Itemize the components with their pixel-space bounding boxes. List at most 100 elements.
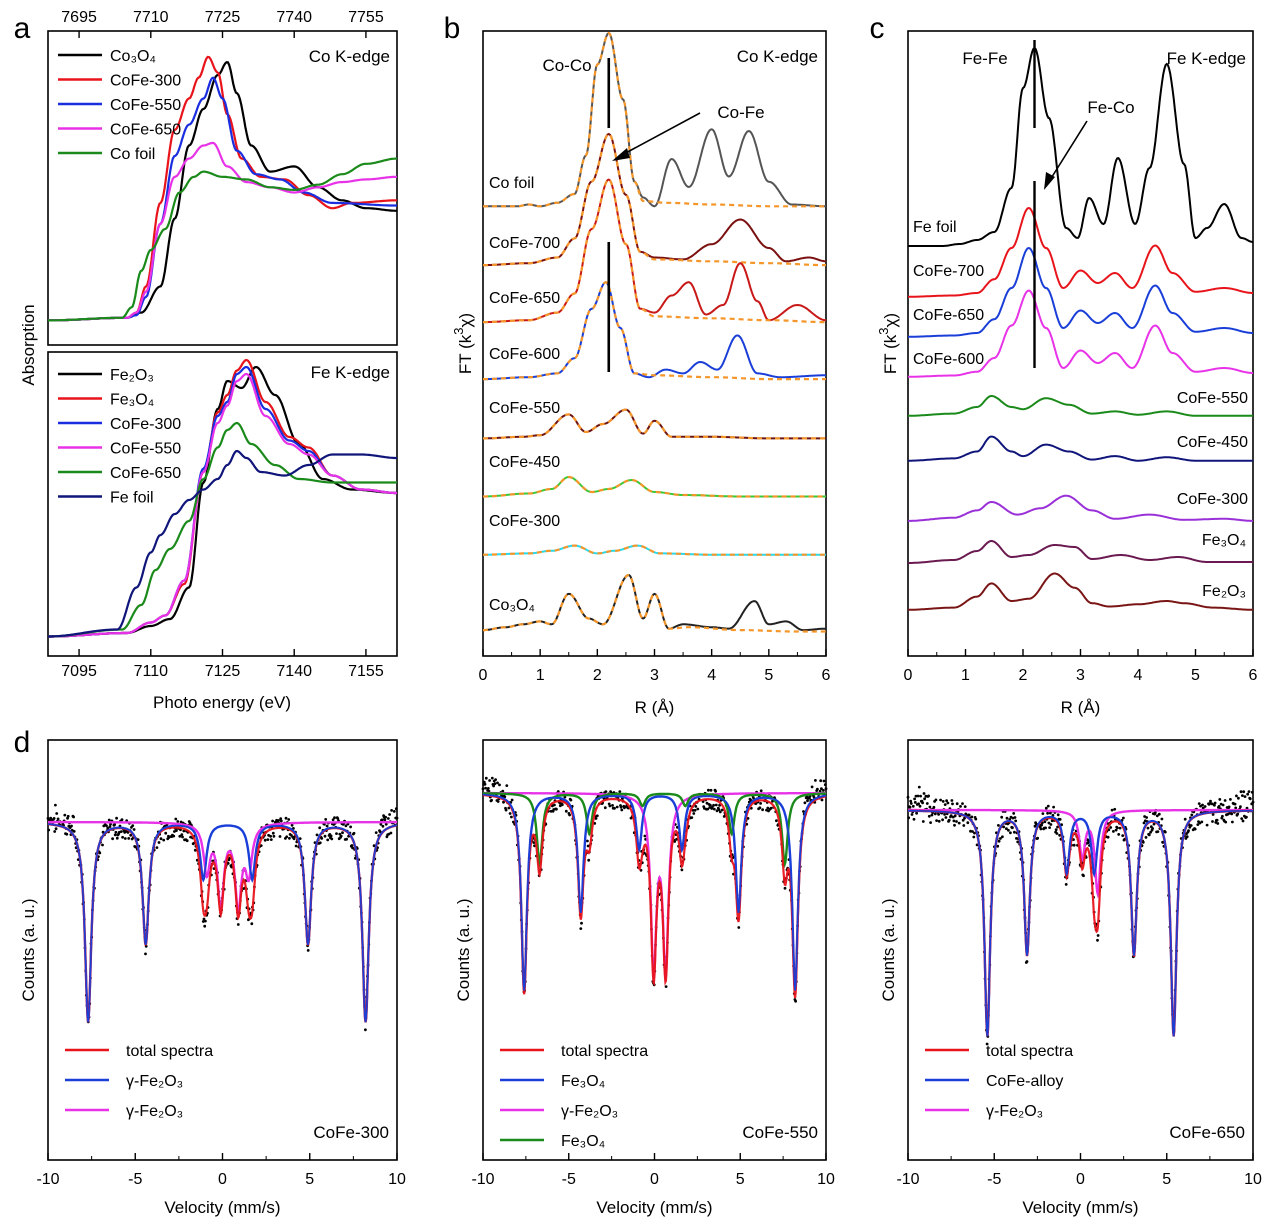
- data-point: [737, 926, 741, 929]
- data-point: [935, 819, 938, 822]
- data-point: [618, 790, 622, 793]
- data-point: [794, 999, 797, 1003]
- series-line-CoFe-550: [908, 395, 1253, 417]
- data-point: [279, 817, 283, 820]
- x-axis-label: Velocity (mm/s): [596, 1198, 712, 1217]
- data-point: [934, 798, 938, 802]
- peak-label: Co-Fe: [717, 103, 764, 122]
- data-point: [1196, 823, 1200, 826]
- data-point: [962, 824, 966, 827]
- data-point: [1121, 834, 1125, 837]
- data-point: [1058, 818, 1062, 821]
- data-point: [288, 836, 291, 840]
- data-point: [203, 924, 207, 928]
- fit-line-CoFe-600: [483, 281, 826, 381]
- data-point: [287, 818, 291, 821]
- data-point: [1241, 794, 1244, 797]
- x-axis-label: Photo energy (eV): [153, 693, 291, 712]
- data-point: [914, 794, 918, 798]
- data-point: [915, 811, 918, 815]
- data-point: [923, 797, 926, 801]
- data-point: [939, 798, 942, 802]
- data-point: [907, 816, 911, 820]
- data-point: [1056, 813, 1060, 817]
- data-point: [1000, 815, 1004, 819]
- data-point: [167, 836, 171, 839]
- y-axis-label: Counts (a. u.): [454, 899, 473, 1002]
- data-point: [510, 798, 514, 802]
- data-point: [47, 828, 51, 832]
- legend-entry: Fe₃O₄: [561, 1133, 605, 1150]
- data-point: [306, 949, 310, 952]
- data-point: [384, 822, 388, 826]
- data-point: [970, 815, 974, 819]
- data-point: [824, 787, 828, 791]
- data-point: [395, 816, 399, 820]
- top-x-tick-label: 7740: [276, 9, 312, 26]
- data-point: [1224, 820, 1228, 824]
- data-point: [1054, 828, 1058, 832]
- data-point: [619, 805, 623, 809]
- data-point: [1086, 841, 1090, 845]
- data-point: [553, 803, 556, 807]
- data-point: [955, 802, 959, 806]
- data-point: [493, 782, 497, 786]
- peak-label: Fe-Fe: [962, 49, 1007, 68]
- data-point: [696, 807, 700, 811]
- data-point: [1117, 833, 1121, 836]
- data-point: [964, 812, 968, 816]
- data-point: [929, 821, 932, 824]
- series-label: CoFe-650: [489, 290, 560, 307]
- data-point: [919, 794, 922, 798]
- data-point: [1082, 874, 1085, 878]
- data-point: [1231, 820, 1234, 824]
- data-point: [955, 820, 958, 823]
- data-point: [181, 835, 184, 839]
- data-point: [1151, 827, 1154, 830]
- data-point: [607, 802, 611, 806]
- data-point: [1011, 826, 1014, 830]
- series-label: Co₃O₄: [489, 597, 535, 614]
- peak-label: Fe-Co: [1087, 98, 1134, 117]
- series-line-CoFe-700: [907, 206, 1253, 298]
- fit-line-CoFe-550: [483, 408, 826, 440]
- data-point: [595, 814, 599, 818]
- data-point: [318, 826, 322, 830]
- data-point: [126, 831, 130, 834]
- data-point: [1118, 826, 1122, 830]
- data-point: [70, 824, 73, 828]
- series-label: CoFe-600: [489, 346, 560, 363]
- fit-line-Co₃O₄: [483, 573, 826, 633]
- data-point: [482, 780, 486, 784]
- data-point: [374, 831, 378, 834]
- data-point: [52, 817, 56, 820]
- data-point: [335, 832, 338, 835]
- series-label: Fe₂O₃: [1202, 583, 1246, 600]
- data-point: [975, 843, 979, 847]
- data-point: [1163, 830, 1167, 834]
- data-point: [115, 816, 118, 820]
- data-point: [72, 815, 75, 819]
- y-axis-label-group: FT (k3χ): [876, 313, 900, 374]
- data-point: [494, 778, 497, 781]
- data-point: [1239, 805, 1242, 809]
- data-point: [179, 820, 183, 824]
- series-label: CoFe-650: [913, 307, 984, 324]
- data-point: [106, 826, 110, 830]
- data-point: [930, 813, 934, 817]
- x-tick-label: 1: [536, 667, 545, 684]
- data-point: [758, 806, 762, 810]
- data-point: [951, 802, 954, 806]
- series-line-CoFe-650: [48, 141, 398, 322]
- data-point: [164, 831, 168, 835]
- data-point: [176, 820, 180, 823]
- data-point: [974, 817, 978, 821]
- data-point: [1049, 823, 1053, 826]
- data-point: [351, 846, 354, 850]
- data-point: [114, 830, 118, 834]
- data-point: [961, 802, 964, 805]
- data-point: [1230, 812, 1234, 816]
- data-point: [943, 803, 947, 806]
- data-point: [120, 818, 124, 822]
- y-label-tail: χ): [881, 313, 900, 328]
